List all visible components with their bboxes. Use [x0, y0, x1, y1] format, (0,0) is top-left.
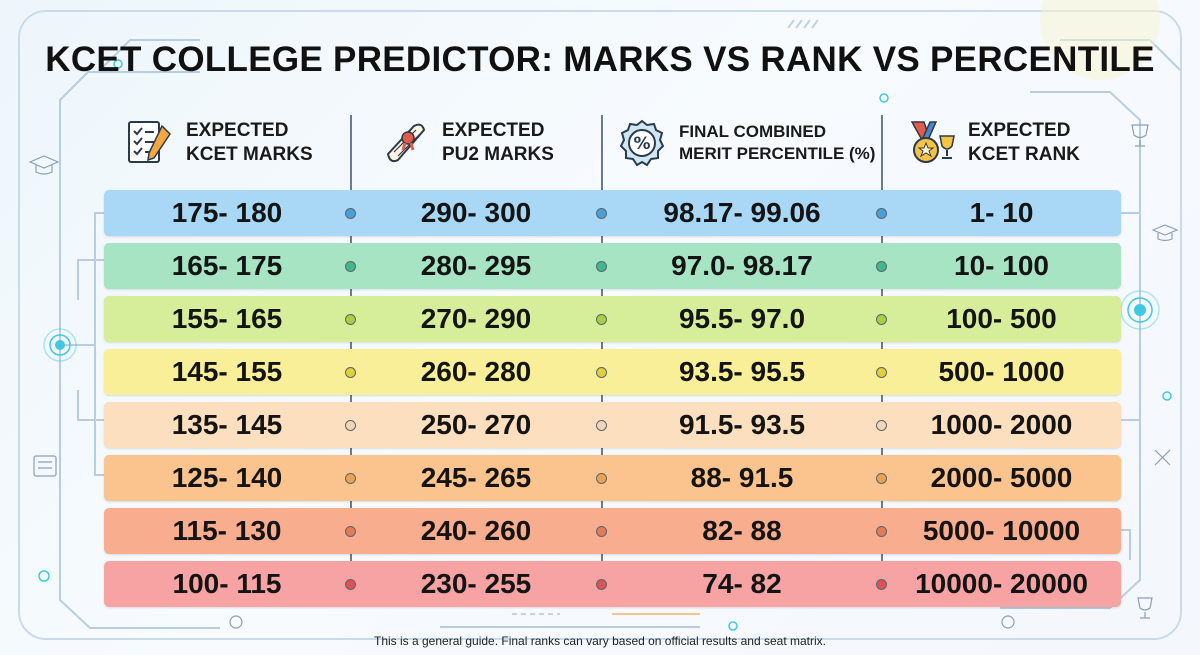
- rank-cell: 1000- 2000: [930, 409, 1073, 440]
- kcet-marks-cell: 145- 155: [171, 356, 283, 387]
- table-row: 165- 175 280- 295 97.0- 98.17 10- 100: [104, 243, 1121, 289]
- connector-dot: [345, 420, 356, 431]
- connector-dot: [876, 261, 887, 272]
- header-label: EXPECTED KCET RANK: [968, 120, 1080, 165]
- connector-dot: [876, 420, 887, 431]
- column-header-row: EXPECTED KCET MARKS EXPECTED PU2 MARKS %…: [0, 112, 1200, 174]
- pu2-marks-cell: 230- 255: [420, 568, 532, 599]
- header-label: FINAL COMBINED MERIT PERCENTILE (%): [679, 122, 876, 163]
- connector-dot: [345, 579, 356, 590]
- connector-dot: [345, 314, 356, 325]
- connector-dot: [345, 367, 356, 378]
- connector-dot: [596, 261, 607, 272]
- table-row: 145- 155 260- 280 93.5- 95.5 500- 1000: [104, 349, 1121, 395]
- kcet-marks-cell: 125- 140: [171, 462, 283, 493]
- rank-cell: 5000- 10000: [922, 515, 1081, 546]
- footnote: This is a general guide. Final ranks can…: [373, 634, 826, 648]
- connector-dot: [876, 473, 887, 484]
- kcet-marks-cell: 115- 130: [172, 515, 282, 546]
- connector-dot: [876, 208, 887, 219]
- percent-badge-icon: %: [619, 119, 665, 167]
- connector-dot: [596, 208, 607, 219]
- header-percentile: % FINAL COMBINED MERIT PERCENTILE (%): [617, 112, 875, 174]
- percentile-cell: 82- 88: [702, 515, 782, 546]
- kcet-marks-cell: 100- 115: [172, 568, 282, 599]
- rank-cell: 500- 1000: [938, 356, 1065, 387]
- rank-cell: 100- 500: [946, 303, 1057, 334]
- percentile-cell: 93.5- 95.5: [678, 356, 806, 387]
- pu2-marks-cell: 240- 260: [420, 515, 532, 546]
- svg-text:%: %: [633, 134, 650, 154]
- pu2-marks-cell: 245- 265: [420, 462, 532, 493]
- pu2-marks-cell: 280- 295: [420, 250, 532, 281]
- table-row: 100- 115 230- 255 74- 82 10000- 20000: [104, 561, 1121, 607]
- pu2-marks-cell: 290- 300: [420, 197, 532, 228]
- table-row: 175- 180 290- 300 98.17- 99.06 1- 10: [104, 190, 1121, 236]
- connector-dot: [345, 261, 356, 272]
- kcet-marks-cell: 165- 175: [171, 250, 283, 281]
- header-label: EXPECTED PU2 MARKS: [442, 120, 554, 165]
- connector-dot: [596, 420, 607, 431]
- rank-cell: 10000- 20000: [915, 568, 1088, 599]
- rank-cell: 2000- 5000: [930, 462, 1073, 493]
- percentile-cell: 91.5- 93.5: [678, 409, 806, 440]
- page-title: KCET COLLEGE PREDICTOR: MARKS VS RANK VS…: [45, 40, 1155, 79]
- outer-frame: [18, 10, 1182, 640]
- percentile-cell: 74- 82: [702, 568, 782, 599]
- connector-dot: [876, 367, 887, 378]
- diploma-scroll-icon: [386, 123, 426, 163]
- percentile-cell: 95.5- 97.0: [678, 303, 806, 334]
- pu2-marks-cell: 260- 280: [420, 356, 532, 387]
- rank-cell: 10- 100: [954, 250, 1049, 281]
- connector-dot: [345, 526, 356, 537]
- connector-dot: [876, 314, 887, 325]
- percentile-cell: 98.17- 99.06: [663, 197, 821, 228]
- connector-dot: [596, 526, 607, 537]
- connector-dot: [876, 526, 887, 537]
- connector-dot: [345, 208, 356, 219]
- percentile-cell: 88- 91.5: [690, 462, 794, 493]
- table-row: 155- 165 270- 290 95.5- 97.0 100- 500: [104, 296, 1121, 342]
- connector-dot: [596, 314, 607, 325]
- header-label: EXPECTED KCET MARKS: [186, 120, 313, 165]
- connector-dot: [596, 579, 607, 590]
- percentile-cell: 97.0- 98.17: [671, 250, 813, 281]
- connector-dot: [345, 473, 356, 484]
- header-rank: EXPECTED KCET RANK: [906, 112, 1080, 174]
- table-row: 115- 130 240- 260 82- 88 5000- 10000: [104, 508, 1121, 554]
- kcet-marks-cell: 175- 180: [171, 197, 283, 228]
- rank-cell: 1- 10: [969, 197, 1034, 228]
- table-row: 125- 140 245- 265 88- 91.5 2000- 5000: [104, 455, 1121, 501]
- header-kcet-marks: EXPECTED KCET MARKS: [124, 112, 313, 174]
- connector-dot: [596, 473, 607, 484]
- checklist-pencil-icon: [128, 121, 171, 163]
- kcet-marks-cell: 155- 165: [171, 303, 283, 334]
- connector-dot: [876, 579, 887, 590]
- table-row: 135- 145 250- 270 91.5- 93.5 1000- 2000: [104, 402, 1121, 448]
- kcet-marks-cell: 135- 145: [171, 409, 283, 440]
- pu2-marks-cell: 250- 270: [420, 409, 532, 440]
- medal-trophy-icon: [910, 121, 955, 163]
- connector-dot: [596, 367, 607, 378]
- header-pu2-marks: EXPECTED PU2 MARKS: [380, 112, 554, 174]
- pu2-marks-cell: 270- 290: [420, 303, 532, 334]
